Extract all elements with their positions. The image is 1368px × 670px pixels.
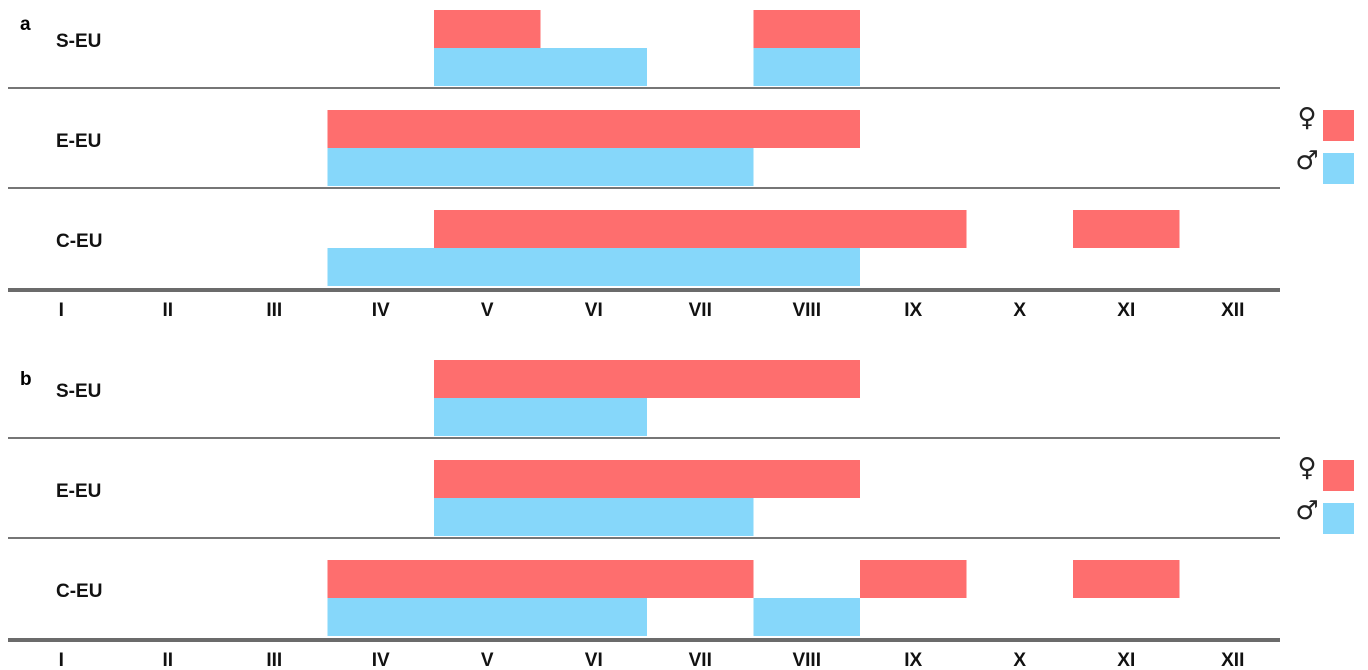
month-tick-label: II [162, 300, 173, 321]
male-symbol-icon: ♂ [1295, 496, 1318, 526]
male-bar [753, 598, 860, 636]
male-legend-swatch [1323, 503, 1354, 534]
male-symbol-icon: ♂ [1295, 146, 1318, 176]
female-legend-swatch [1323, 460, 1354, 491]
month-tick-label: V [481, 300, 494, 321]
month-tick-label: XII [1221, 300, 1244, 321]
month-tick-label: III [266, 300, 282, 321]
region-row-c-eu: C-EU [8, 210, 1280, 292]
region-row-e-eu: E-EU [8, 460, 1280, 539]
month-tick-label: XII [1221, 650, 1244, 670]
male-bar [753, 48, 860, 86]
region-row-c-eu: C-EU [8, 560, 1280, 642]
month-tick-label: IX [904, 300, 922, 321]
month-tick-label: VII [689, 650, 712, 670]
region-label: E-EU [56, 131, 101, 152]
female-bar [434, 460, 860, 498]
female-bar [753, 10, 860, 48]
month-tick-label: VIII [792, 300, 821, 321]
month-tick-label: IV [372, 650, 390, 670]
female-bar [1073, 560, 1180, 598]
female-symbol-icon: ♀ [1297, 103, 1316, 133]
male-bar [327, 248, 860, 286]
month-tick-label: X [1013, 650, 1026, 670]
panel-a: aS-EUE-EUC-EUI II III IV V VI VII VIII IX X XI XII♀… [8, 10, 1354, 321]
female-bar [434, 360, 860, 398]
region-row-e-eu: E-EU [8, 110, 1280, 189]
panel-label: a [20, 14, 31, 35]
region-label: C-EU [56, 581, 102, 602]
region-row-s-eu: S-EU [8, 10, 1280, 89]
female-legend-swatch [1323, 110, 1354, 141]
region-label: S-EU [56, 381, 101, 402]
month-tick-label: I [59, 300, 64, 321]
legend: ♀♂ [1295, 103, 1354, 184]
month-tick-label: III [266, 650, 282, 670]
month-tick-label: II [162, 650, 173, 670]
month-tick-label: XI [1117, 650, 1135, 670]
month-tick-label: VIII [792, 650, 821, 670]
month-tick-label: XI [1117, 300, 1135, 321]
female-bar [1073, 210, 1180, 248]
month-tick-label: IV [372, 300, 390, 321]
month-tick-label: I [59, 650, 64, 670]
region-row-s-eu: S-EU [8, 360, 1280, 439]
month-tick-label: VI [585, 650, 603, 670]
female-bar [327, 110, 860, 148]
region-label: C-EU [56, 231, 102, 252]
month-tick-label: V [481, 650, 494, 670]
month-tick-label: IX [904, 650, 922, 670]
month-tick-label: VI [585, 300, 603, 321]
female-bar [327, 560, 754, 598]
month-tick-label: VII [689, 300, 712, 321]
male-bar [434, 398, 647, 436]
female-symbol-icon: ♀ [1297, 453, 1316, 483]
male-bar [327, 148, 754, 186]
region-label: S-EU [56, 31, 101, 52]
panel-b: bS-EUE-EUC-EUI II III IV V VI VII VIII IX X XI XII♀… [8, 360, 1354, 670]
male-bar [327, 598, 647, 636]
male-bar [434, 498, 754, 536]
region-label: E-EU [56, 481, 101, 502]
female-bar [434, 10, 541, 48]
male-bar [434, 48, 647, 86]
legend: ♀♂ [1295, 453, 1354, 534]
female-bar [860, 560, 967, 598]
female-bar [434, 210, 967, 248]
panel-label: b [20, 369, 32, 390]
month-tick-label: X [1013, 300, 1026, 321]
male-legend-swatch [1323, 153, 1354, 184]
